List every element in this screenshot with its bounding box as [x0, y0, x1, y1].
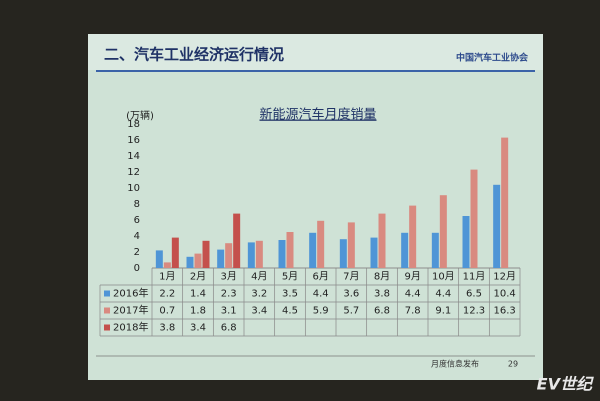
bar [202, 240, 210, 268]
y-tick-label: 0 [134, 263, 140, 274]
bar [378, 213, 386, 268]
bar [501, 137, 509, 268]
bar [255, 240, 263, 268]
table-value: 3.8 [159, 323, 175, 334]
bar [370, 237, 378, 268]
legend-swatch [104, 324, 110, 331]
x-tick-label: 1月 [159, 271, 175, 283]
table-value: 6.5 [466, 289, 482, 300]
table-value: 6.8 [221, 323, 237, 334]
bar [247, 242, 255, 268]
table-value: 3.8 [374, 289, 390, 300]
legend-swatch [104, 307, 110, 314]
bar [225, 243, 233, 268]
bar [194, 253, 202, 268]
table-value: 4.5 [282, 306, 298, 317]
bar [217, 249, 225, 268]
table-value: 3.2 [251, 289, 267, 300]
table-value: 0.7 [159, 306, 175, 317]
table-value: 9.1 [435, 306, 451, 317]
bar [462, 216, 470, 268]
page-number: 29 [508, 360, 518, 369]
x-tick-label: 5月 [282, 271, 298, 283]
bar [286, 232, 294, 268]
bar [171, 237, 179, 268]
chart-title: 新能源汽车月度销量 [259, 107, 376, 123]
y-tick-label: 12 [127, 167, 140, 178]
x-tick-label: 9月 [404, 271, 420, 283]
x-tick-label: 8月 [374, 271, 390, 283]
x-tick-label: 4月 [251, 271, 267, 283]
bar [493, 184, 501, 268]
y-tick-label: 14 [127, 151, 140, 162]
table-value: 3.1 [221, 306, 237, 317]
bar [233, 213, 241, 268]
y-tick-label: 18 [127, 119, 140, 130]
bar [470, 169, 478, 268]
footer-text: 月度信息发布 [431, 359, 479, 369]
bar [278, 240, 286, 268]
table-value: 3.6 [343, 289, 359, 300]
y-tick-label: 6 [134, 215, 140, 226]
legend-swatch [104, 290, 110, 297]
bar [347, 222, 355, 268]
legend-label: 2016年 [113, 287, 148, 300]
y-tick-label: 4 [134, 231, 140, 242]
table-value: 3.5 [282, 289, 298, 300]
bar [163, 262, 171, 268]
slide-header [88, 34, 543, 70]
table-value: 7.8 [405, 306, 421, 317]
watermark: EV世纪 [537, 375, 594, 394]
y-tick-label: 16 [127, 135, 140, 146]
table-value: 6.8 [374, 306, 390, 317]
bar [309, 232, 317, 268]
table-value: 3.4 [190, 323, 206, 334]
table-value: 4.4 [313, 289, 329, 300]
bar [431, 232, 439, 268]
bar [439, 195, 447, 268]
table-value: 10.4 [494, 289, 516, 300]
y-tick-label: 10 [127, 183, 140, 194]
bar [186, 256, 194, 268]
table-value: 12.3 [463, 306, 485, 317]
x-tick-label: 3月 [220, 271, 236, 283]
table-value: 3.4 [251, 306, 267, 317]
x-tick-label: 2月 [190, 271, 206, 283]
logo: 中国汽车工业协会 [456, 52, 529, 64]
y-tick-label: 8 [134, 199, 140, 210]
bar [155, 250, 163, 268]
y-tick-label: 2 [134, 247, 140, 258]
x-tick-label: 7月 [343, 271, 359, 283]
table-value: 1.4 [190, 289, 206, 300]
table-value: 4.4 [405, 289, 421, 300]
table-value: 16.3 [494, 306, 516, 317]
x-tick-label: 11月 [463, 271, 486, 283]
table-value: 2.2 [159, 289, 175, 300]
table-value: 4.4 [435, 289, 451, 300]
bar [339, 239, 347, 268]
table-value: 5.7 [343, 306, 359, 317]
y-axis-label: (万辆) [126, 109, 154, 122]
legend-label: 2017年 [113, 304, 148, 317]
table-value: 5.9 [313, 306, 329, 317]
x-tick-label: 6月 [312, 271, 328, 283]
x-tick-label: 10月 [432, 271, 455, 283]
bar [401, 232, 409, 268]
slide [88, 34, 543, 380]
bar [317, 220, 325, 268]
x-tick-label: 12月 [493, 271, 516, 283]
legend-label: 2018年 [113, 321, 148, 334]
slide-heading: 二、汽车工业经济运行情况 [104, 46, 284, 64]
table-value: 2.3 [221, 289, 237, 300]
bar [409, 205, 417, 268]
table-value: 1.8 [190, 306, 206, 317]
